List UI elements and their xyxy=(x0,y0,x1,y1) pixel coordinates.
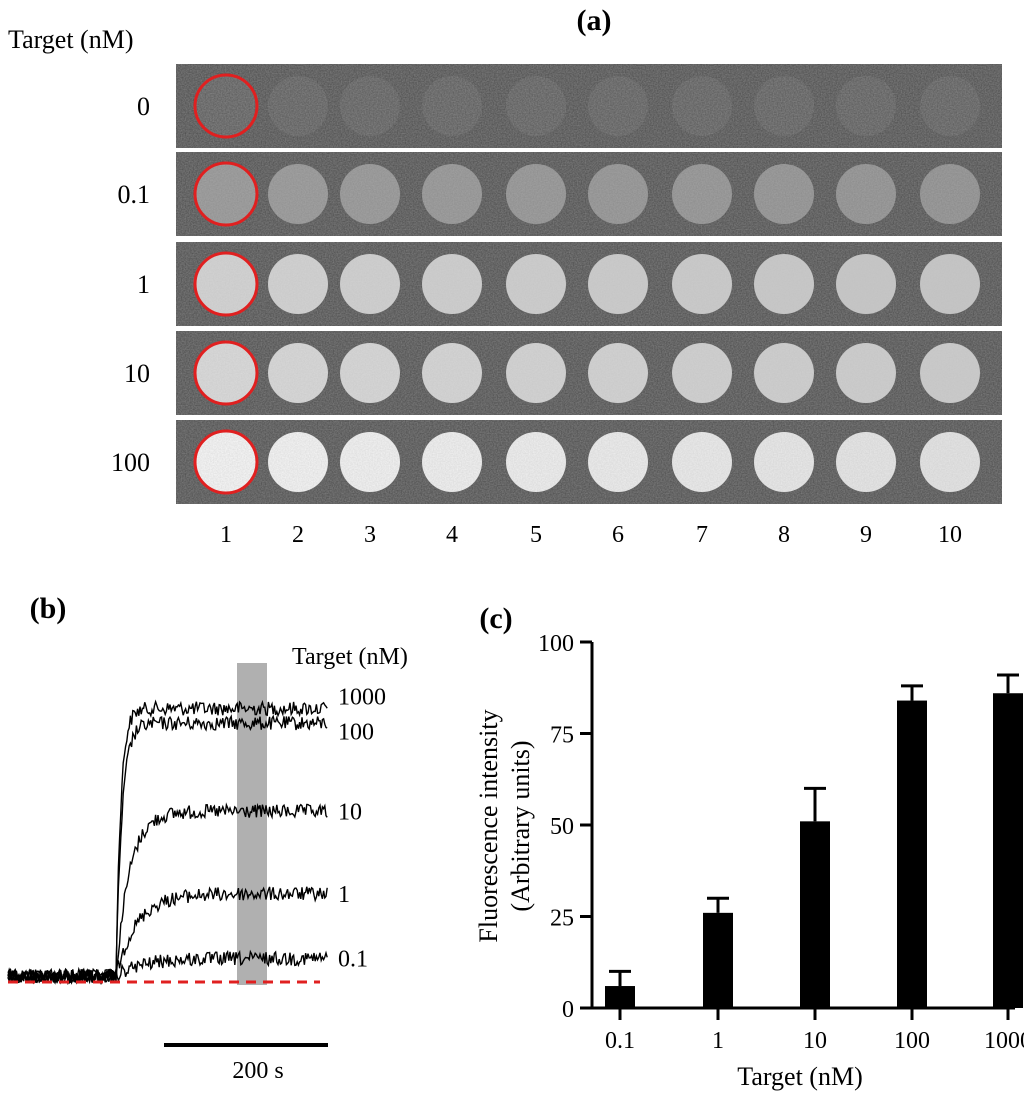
column-label: 7 xyxy=(696,522,708,548)
trace-1000 xyxy=(7,699,328,984)
row-label: 10 xyxy=(124,359,150,388)
trace-10 xyxy=(7,802,328,985)
trace-100 xyxy=(7,714,328,986)
column-label: 1 xyxy=(220,522,232,548)
image-grain xyxy=(176,242,1002,326)
trace-label: 10 xyxy=(338,799,362,825)
panel-a-row-header: Target (nM) xyxy=(8,25,134,54)
y-tick-label: 75 xyxy=(550,723,574,749)
x-axis-label: Target (nM) xyxy=(737,1062,863,1091)
image-grain xyxy=(176,64,1002,148)
image-grain xyxy=(176,331,1002,415)
bar-1000 xyxy=(993,693,1023,1008)
y-tick-label: 25 xyxy=(550,906,574,932)
column-label: 9 xyxy=(860,522,872,548)
panel-c-label: (c) xyxy=(479,602,512,635)
panel-b-label: (b) xyxy=(30,592,67,625)
spot-row-0: 0 xyxy=(137,64,1002,148)
x-tick-label: 100 xyxy=(894,1028,930,1054)
panel-a-label: (a) xyxy=(577,4,612,37)
y-tick-label: 0 xyxy=(562,997,574,1023)
spot-row-100: 100 xyxy=(111,420,1002,504)
trace-label: 1 xyxy=(338,882,350,908)
panel-b: (b) Target (nM) 1000 100 10 1 0.1 200 s xyxy=(7,592,408,1084)
bar-10 xyxy=(800,821,830,1008)
reference-spot-circle xyxy=(193,161,259,227)
image-grain xyxy=(176,152,1002,236)
column-label: 4 xyxy=(446,522,458,548)
measurement-window xyxy=(237,663,267,985)
reference-spot-circle xyxy=(193,340,259,406)
spot-row-1: 1 xyxy=(137,242,1002,326)
scale-bar-label: 200 s xyxy=(232,1058,283,1084)
trace-1 xyxy=(7,886,328,985)
reference-spot-circle xyxy=(193,251,259,317)
y-tick-label: 100 xyxy=(538,631,574,657)
trace-label: 0.1 xyxy=(338,946,368,972)
x-tick-label: 1000 xyxy=(984,1028,1024,1054)
spot-row-0.1: 0.1 xyxy=(118,152,1002,236)
column-label: 5 xyxy=(530,522,542,548)
panel-a: (a) Target (nM) 0 0.1 1 10 100 1 2 3 4 5 6 7 8 9 10 xyxy=(8,4,1002,548)
x-tick-label: 1 xyxy=(712,1028,724,1054)
bar-0.1 xyxy=(605,986,635,1008)
column-label: 8 xyxy=(778,522,790,548)
bar-100 xyxy=(897,700,927,1008)
panel-b-legend-title: Target (nM) xyxy=(292,644,408,670)
bar-1 xyxy=(703,912,733,1008)
column-label: 6 xyxy=(612,522,624,548)
x-tick-label: 0.1 xyxy=(605,1028,635,1054)
column-label: 3 xyxy=(364,522,376,548)
column-labels: 1 2 3 4 5 6 7 8 9 10 xyxy=(220,522,962,548)
image-grain xyxy=(176,420,1002,504)
column-label: 10 xyxy=(938,522,962,548)
x-tick-label: 10 xyxy=(803,1028,827,1054)
y-axis-label-units: (Arbitrary units) xyxy=(506,740,535,911)
column-label: 2 xyxy=(292,522,304,548)
spot-array: 0 0.1 1 10 100 xyxy=(111,64,1002,504)
reference-spot-circle xyxy=(193,73,259,139)
row-label: 100 xyxy=(111,448,150,477)
y-axis-label: Fluorescence intensity xyxy=(474,709,503,942)
trace-label: 100 xyxy=(338,719,374,745)
kinetic-traces: 1000 100 10 1 0.1 xyxy=(7,663,386,986)
row-label: 0.1 xyxy=(118,180,151,209)
spot-row-10: 10 xyxy=(124,331,1002,415)
trace-label: 1000 xyxy=(338,685,386,711)
reference-spot-circle xyxy=(193,429,259,495)
y-tick-label: 50 xyxy=(550,814,574,840)
row-label: 1 xyxy=(137,270,150,299)
row-label: 0 xyxy=(137,92,150,121)
bar-chart: 0 25 50 75 100 0.1 1 10 100 1000 xyxy=(538,631,1024,1054)
